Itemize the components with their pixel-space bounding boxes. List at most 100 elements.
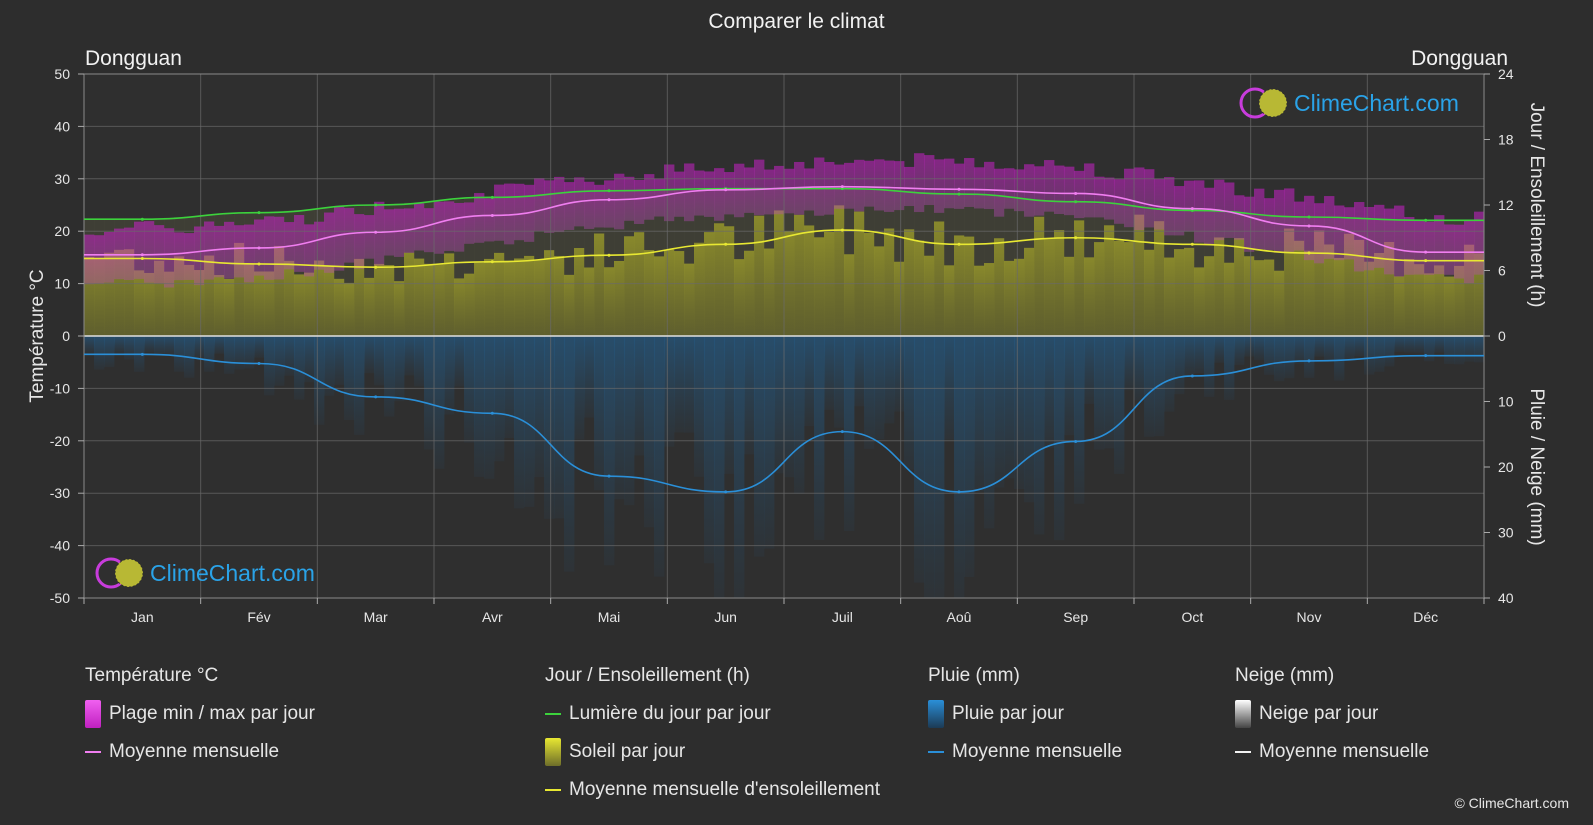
rain-bar <box>594 336 605 491</box>
temp-range-bar <box>964 158 975 207</box>
sunshine-bar <box>724 226 735 336</box>
rain-bar <box>224 336 235 374</box>
rain-bar <box>1034 336 1045 535</box>
sunshine-bar <box>294 274 305 336</box>
series-point-2 <box>374 230 378 234</box>
temp-range-bar <box>934 159 945 213</box>
temp-range-bar <box>484 198 495 242</box>
sunshine-bar <box>464 273 475 336</box>
temp-range-bar <box>1284 188 1295 252</box>
temp-range-bar <box>224 221 235 279</box>
temp-range-bar <box>274 216 285 280</box>
sunshine-bar <box>1054 230 1065 336</box>
temp-range-bar <box>654 178 665 217</box>
legend-temperature: Température °C Plage min / max par jour … <box>85 665 315 777</box>
temp-range-bar <box>904 166 915 207</box>
sunshine-bar <box>604 267 615 336</box>
temp-range-bar <box>1094 176 1105 218</box>
rain-bar <box>1354 336 1365 357</box>
series-point-1 <box>1307 251 1311 255</box>
temp-range-bar <box>504 183 515 245</box>
temp-range-bar <box>1134 167 1145 230</box>
series-point-2 <box>257 246 261 250</box>
temp-range-bar <box>184 233 195 280</box>
rain-bar <box>884 336 895 424</box>
y-right-rain-tick-label: 40 <box>1498 590 1514 606</box>
series-point-3 <box>1307 359 1311 363</box>
rain-bar <box>684 336 695 433</box>
series-point-2 <box>957 187 961 191</box>
sunshine-bar <box>994 238 1005 336</box>
rain-bar <box>334 336 345 385</box>
temp-range-bar <box>864 160 875 207</box>
series-point-2 <box>1307 224 1311 228</box>
rain-bar <box>1094 336 1105 450</box>
daylight-bar <box>294 210 305 336</box>
temp-range-bar <box>244 224 255 283</box>
rain-bar <box>1084 336 1095 404</box>
temp-range-bar <box>1204 187 1215 245</box>
series-point-2 <box>1074 191 1078 195</box>
rain-bar <box>374 336 385 386</box>
temp-range-bar <box>1084 163 1095 218</box>
rain-bar <box>244 336 255 369</box>
rain-bar <box>894 336 905 412</box>
sunshine-bar <box>1384 241 1395 336</box>
sunshine-bar <box>894 261 905 336</box>
rain-bar <box>1024 336 1035 503</box>
sunshine-bar <box>1274 270 1285 336</box>
sunshine-bar <box>1104 225 1115 336</box>
logo-top-right[interactable]: ClimeChart.com <box>1238 86 1459 120</box>
temp-range-bar <box>394 208 405 257</box>
rain-bar <box>1004 336 1015 479</box>
daylight-bar <box>464 198 475 336</box>
sunshine-bar <box>164 271 175 336</box>
rain-bar <box>1064 336 1075 436</box>
temp-range-bar <box>634 180 645 224</box>
legend-snow: Neige (mm) Neige par jour Moyenne mensue… <box>1235 665 1429 777</box>
sunshine-bar <box>1204 256 1215 336</box>
rain-bar <box>914 336 925 583</box>
sunshine-bar <box>524 255 535 336</box>
sunshine-bar <box>754 215 765 336</box>
y-left-tick-label: 40 <box>54 118 70 134</box>
series-point-2 <box>724 188 728 192</box>
legend-item-rain-mean: Moyenne mensuelle <box>928 739 1122 765</box>
sunshine-bar <box>1044 238 1055 336</box>
rain-bar <box>234 336 245 370</box>
sunshine-bar <box>1234 238 1245 336</box>
series-point-0 <box>257 211 261 215</box>
temp-range-bar <box>554 176 565 233</box>
sunshine-bar <box>424 263 435 336</box>
temp-range-bar <box>1124 168 1135 228</box>
sunshine-bar <box>934 221 945 336</box>
temp-range-bar <box>1044 160 1055 212</box>
rain-bar <box>1254 336 1265 361</box>
rain-bar <box>114 336 125 354</box>
temp-range-bar <box>114 228 125 280</box>
sunshine-bar <box>94 258 105 336</box>
temp-range-bar <box>424 208 435 253</box>
logo-bottom-left[interactable]: ClimeChart.com <box>94 556 315 590</box>
series-point-2 <box>607 198 611 202</box>
rain-bar <box>394 336 405 402</box>
legend-item-temp-mean: Moyenne mensuelle <box>85 739 315 765</box>
sunshine-bar <box>444 253 455 336</box>
temp-range-bar <box>174 232 185 281</box>
series-point-0 <box>490 195 494 199</box>
rain-bar <box>384 336 395 417</box>
sunshine-bar <box>564 274 575 336</box>
series-point-3 <box>607 474 611 478</box>
temp-range-bar <box>704 171 715 217</box>
series-point-3 <box>840 430 844 434</box>
rain-bar <box>654 336 665 577</box>
rain-bar <box>264 336 275 396</box>
chart-title: Comparer le climat <box>708 10 885 33</box>
sunshine-bar <box>314 260 325 336</box>
legend-item-temp-range: Plage min / max par jour <box>85 700 315 728</box>
temp-range-bar <box>714 168 725 221</box>
legend-label: Soleil par jour <box>569 741 686 762</box>
temp-range-bar <box>674 171 685 217</box>
sunshine-bar <box>1254 260 1265 336</box>
temp-range-bar <box>1224 182 1235 238</box>
